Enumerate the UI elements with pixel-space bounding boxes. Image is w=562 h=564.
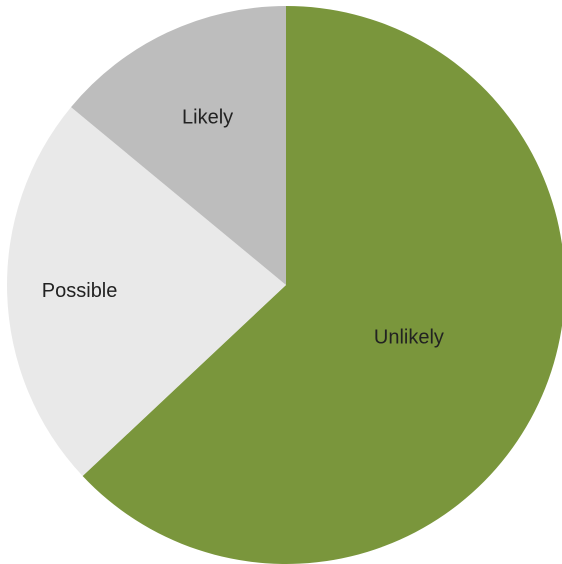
pie-slice-likely [71,6,286,285]
pie-slice-possible [7,107,287,476]
pie-label-likely: Likely [182,107,233,129]
pie-slices [7,6,562,564]
pie-labels: Unlikely Possible Likely [42,107,444,349]
pie-label-possible: Possible [42,280,118,302]
pie-slice-unlikely [82,6,562,564]
pie-label-unlikely: Unlikely [374,326,444,348]
